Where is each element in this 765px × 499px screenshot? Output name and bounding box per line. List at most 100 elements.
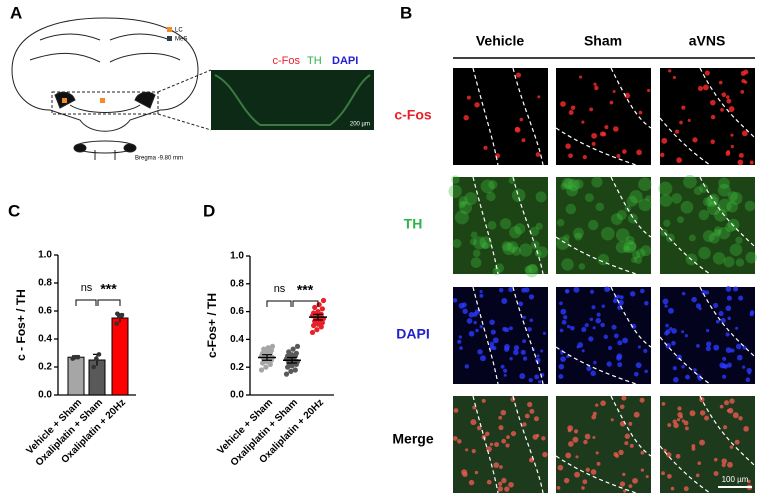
cell: [465, 448, 469, 452]
region-outline: [659, 67, 756, 166]
cell: [453, 408, 459, 413]
cell: [454, 210, 469, 225]
cell: [582, 155, 587, 160]
cell: [566, 324, 571, 329]
cell: [501, 477, 507, 484]
cell: [661, 137, 668, 144]
cell: [506, 435, 510, 440]
cell: [567, 425, 574, 432]
cell: [726, 408, 731, 413]
cell: [508, 481, 514, 488]
region-outline: [472, 176, 544, 275]
micrograph: [453, 287, 548, 384]
cell: [676, 216, 684, 224]
cell: [566, 184, 578, 197]
error-bar: [287, 356, 297, 364]
cell: [713, 302, 719, 309]
cell: [615, 228, 630, 242]
cell: [535, 152, 541, 157]
cell: [466, 318, 473, 324]
region-outline: [659, 395, 756, 494]
cell: [502, 242, 516, 256]
cell: [574, 471, 580, 478]
cell: [702, 84, 709, 91]
cell: [472, 249, 481, 258]
cell: [747, 479, 751, 484]
cell: [626, 241, 637, 252]
cell: [638, 177, 652, 192]
cell: [474, 470, 479, 475]
column-header: Vehicle: [476, 33, 524, 49]
cell: [461, 469, 468, 476]
cell: [492, 267, 501, 276]
cell: [710, 139, 715, 144]
data-point: [320, 297, 327, 304]
cell: [537, 95, 541, 99]
cell: [623, 240, 637, 254]
cell: [525, 264, 539, 278]
cell: [572, 436, 579, 443]
cell: [713, 344, 720, 351]
cell: [451, 175, 460, 184]
cell: [692, 137, 698, 143]
data-point: [269, 343, 276, 349]
cell: [508, 287, 514, 293]
cell: [741, 130, 748, 137]
cell: [622, 472, 626, 477]
cell: [691, 447, 696, 451]
cell: [720, 317, 726, 324]
cell: [498, 288, 504, 293]
cell: [665, 329, 671, 335]
cell: [521, 138, 526, 143]
cell: [645, 195, 652, 202]
cell: [740, 70, 746, 76]
bar: [111, 317, 129, 396]
data-point: [294, 343, 301, 349]
cell: [537, 380, 542, 384]
cell: [625, 235, 635, 245]
row-header: Merge: [392, 431, 433, 447]
cell: [505, 443, 510, 448]
cell: [607, 345, 613, 351]
cell: [534, 374, 540, 380]
cell: [559, 328, 564, 333]
cell: [659, 194, 673, 207]
cell: [704, 290, 710, 295]
cell: [735, 326, 739, 330]
panel-label: A: [10, 3, 22, 22]
cell: [466, 95, 471, 100]
cell: [643, 348, 648, 353]
cell: [563, 178, 575, 190]
data-point: [286, 349, 292, 355]
column-header: aVNS: [689, 33, 726, 49]
cell: [463, 115, 469, 121]
cell: [479, 236, 493, 249]
cell: [696, 343, 700, 348]
cell: [617, 362, 623, 368]
cell: [687, 118, 691, 122]
cell: [723, 256, 735, 268]
cell: [527, 401, 533, 408]
data-point: [314, 327, 320, 333]
cell: [624, 441, 629, 446]
cell: [503, 373, 507, 377]
cell: [599, 131, 606, 137]
cell: [510, 430, 517, 437]
y-tick-label: 0.4: [230, 334, 244, 345]
cell: [744, 200, 756, 212]
cell: [588, 219, 599, 231]
data-point: [91, 364, 96, 370]
cell: [681, 365, 685, 369]
cell: [506, 241, 519, 253]
data-point: [96, 352, 102, 357]
cell: [452, 238, 462, 249]
cell: [681, 291, 686, 296]
cell: [520, 349, 526, 355]
cell: [733, 286, 739, 292]
cell: [669, 326, 673, 331]
cell: [640, 245, 652, 257]
cell: [542, 331, 547, 335]
cell: [500, 409, 507, 416]
cell: [633, 411, 640, 418]
data-point: [288, 368, 294, 374]
